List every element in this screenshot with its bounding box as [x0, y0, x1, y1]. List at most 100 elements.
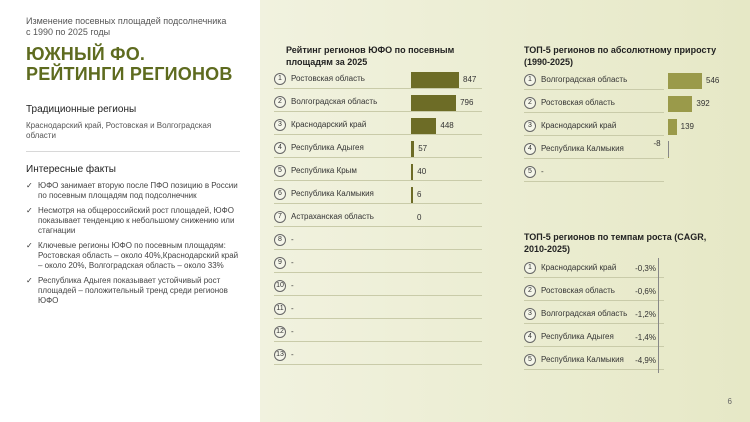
fact-text: Несмотря на общероссийский рост площадей… [38, 206, 235, 235]
rank-badge: 4 [274, 142, 286, 154]
rank-badge: 4 [524, 331, 536, 343]
chart-row: 4 Республика Адыгея 57 [274, 138, 482, 158]
check-icon: ✓ [26, 206, 33, 215]
region-name: - [541, 167, 544, 176]
value-label: 40 [417, 167, 427, 176]
row-divider [524, 181, 664, 182]
region-name: Республика Адыгея [541, 332, 614, 341]
fact-text: Ключевые регионы ЮФО по посевным площадя… [38, 241, 239, 270]
rank-badge: 6 [274, 188, 286, 200]
rank-badge: 2 [524, 97, 536, 109]
row-divider [274, 341, 482, 342]
chart-row: 1 Ростовская область 847 [274, 69, 482, 89]
value-label: 847 [463, 75, 477, 84]
value-label: -0,6% [635, 287, 656, 296]
value-label: 139 [680, 122, 694, 131]
chart-row: 2 Ростовская область 392 [524, 93, 710, 113]
rank-badge: 10 [274, 280, 286, 292]
value-label: 0 [417, 213, 422, 222]
rank-badge: 1 [524, 74, 536, 86]
value-label: 546 [706, 76, 720, 85]
chart-row: 1 Краснодарский край -0,3% [524, 258, 664, 278]
chart-row: 8- [274, 230, 482, 250]
row-divider [274, 295, 482, 296]
chart-row: 2 Ростовская область -0,6% [524, 281, 664, 301]
fact-item: ✓ Республика Адыгея показывает устойчивый… [26, 276, 240, 306]
value-label: -1,4% [635, 333, 656, 342]
row-divider [274, 203, 482, 204]
slide-title: ЮЖНЫЙ ФО. РЕЙТИНГИ РЕГИОНОВ [26, 44, 240, 84]
traditional-text: Краснодарский край, Ростовская и Волгогр… [26, 121, 212, 140]
row-divider [524, 277, 664, 278]
region-name: Республика Калмыкия [291, 189, 374, 198]
chart-title-growth: ТОП-5 регионов по абсолютному приросту (… [524, 45, 717, 67]
row-divider [524, 112, 664, 113]
traditional-heading: Традиционные регионы [26, 104, 137, 115]
region-name: - [291, 304, 294, 313]
rank-badge: 7 [274, 211, 286, 223]
title-line-1: ЮЖНЫЙ ФО. [26, 44, 146, 64]
row-divider [524, 369, 664, 370]
facts-heading: Интересные факты [26, 164, 116, 175]
region-name: - [291, 235, 294, 244]
data-bar [411, 187, 413, 203]
chart-row: 5 Республика Калмыкия -4,9% [524, 350, 664, 370]
value-label: -0,3% [635, 264, 656, 273]
region-name: Краснодарский край [541, 263, 617, 272]
data-bar [411, 95, 457, 111]
rank-badge: 2 [524, 285, 536, 297]
value-label: 6 [417, 190, 422, 199]
chart-row: 6 Республика Калмыкия 6 [274, 184, 482, 204]
data-bar [668, 73, 702, 89]
row-divider [524, 158, 664, 159]
facts-section: Интересные факты ✓ ЮФО занимает вторую по… [26, 164, 240, 306]
rank-badge: 5 [274, 165, 286, 177]
region-name: Республика Крым [291, 166, 357, 175]
chart-row: 5 Республика Крым 40 [274, 161, 482, 181]
value-label: -1,2% [635, 310, 656, 319]
row-divider [274, 272, 482, 273]
region-name: Республика Адыгея [291, 143, 364, 152]
region-name: Волгоградская область [541, 75, 628, 84]
left-panel: Изменение посевных площадей подсолнечник… [0, 0, 260, 422]
divider [26, 151, 240, 152]
value-label: 448 [440, 121, 454, 130]
slide-subtitle: Изменение посевных площадей подсолнечник… [26, 16, 227, 37]
row-divider [274, 134, 482, 135]
region-name: - [291, 350, 294, 359]
row-divider [524, 323, 664, 324]
row-divider [274, 318, 482, 319]
data-bar [411, 72, 459, 88]
region-name: Волгоградская область [541, 309, 628, 318]
region-name: Астраханская область [291, 212, 374, 221]
value-label: -4,9% [635, 356, 656, 365]
data-bar [668, 96, 693, 112]
row-divider [274, 249, 482, 250]
region-name: Волгоградская область [291, 97, 378, 106]
region-name: Ростовская область [541, 98, 615, 107]
region-name: Ростовская область [541, 286, 615, 295]
chart-row: 4 Республика Калмыкия -8 [524, 139, 668, 159]
rank-badge: 5 [524, 354, 536, 366]
row-divider [524, 346, 664, 347]
page-number: 6 [727, 397, 732, 406]
check-icon: ✓ [26, 181, 33, 190]
row-divider [524, 300, 664, 301]
value-label: -8 [653, 139, 661, 148]
row-divider [274, 88, 482, 89]
region-name: Краснодарский край [541, 121, 617, 130]
value-label: 57 [418, 144, 428, 153]
value-label: 392 [696, 99, 710, 108]
facts-list: ✓ ЮФО занимает вторую после ПФО позицию в… [26, 181, 240, 306]
rank-badge: 13 [274, 349, 286, 361]
chart-row: 11- [274, 299, 482, 319]
chart-row: 4 Республика Адыгея -1,4% [524, 327, 664, 347]
chart-title-cagr: ТОП-5 регионов по темпам роста (CAGR, 20… [524, 232, 707, 254]
rank-badge: 3 [274, 119, 286, 131]
chart-row: 10- [274, 276, 482, 296]
chart-row: 3 Волгоградская область -1,2% [524, 304, 664, 324]
title-line-2: РЕЙТИНГИ РЕГИОНОВ [26, 64, 233, 84]
chart-row: 13- [274, 345, 482, 365]
data-bar [668, 119, 677, 135]
row-divider [274, 157, 482, 158]
